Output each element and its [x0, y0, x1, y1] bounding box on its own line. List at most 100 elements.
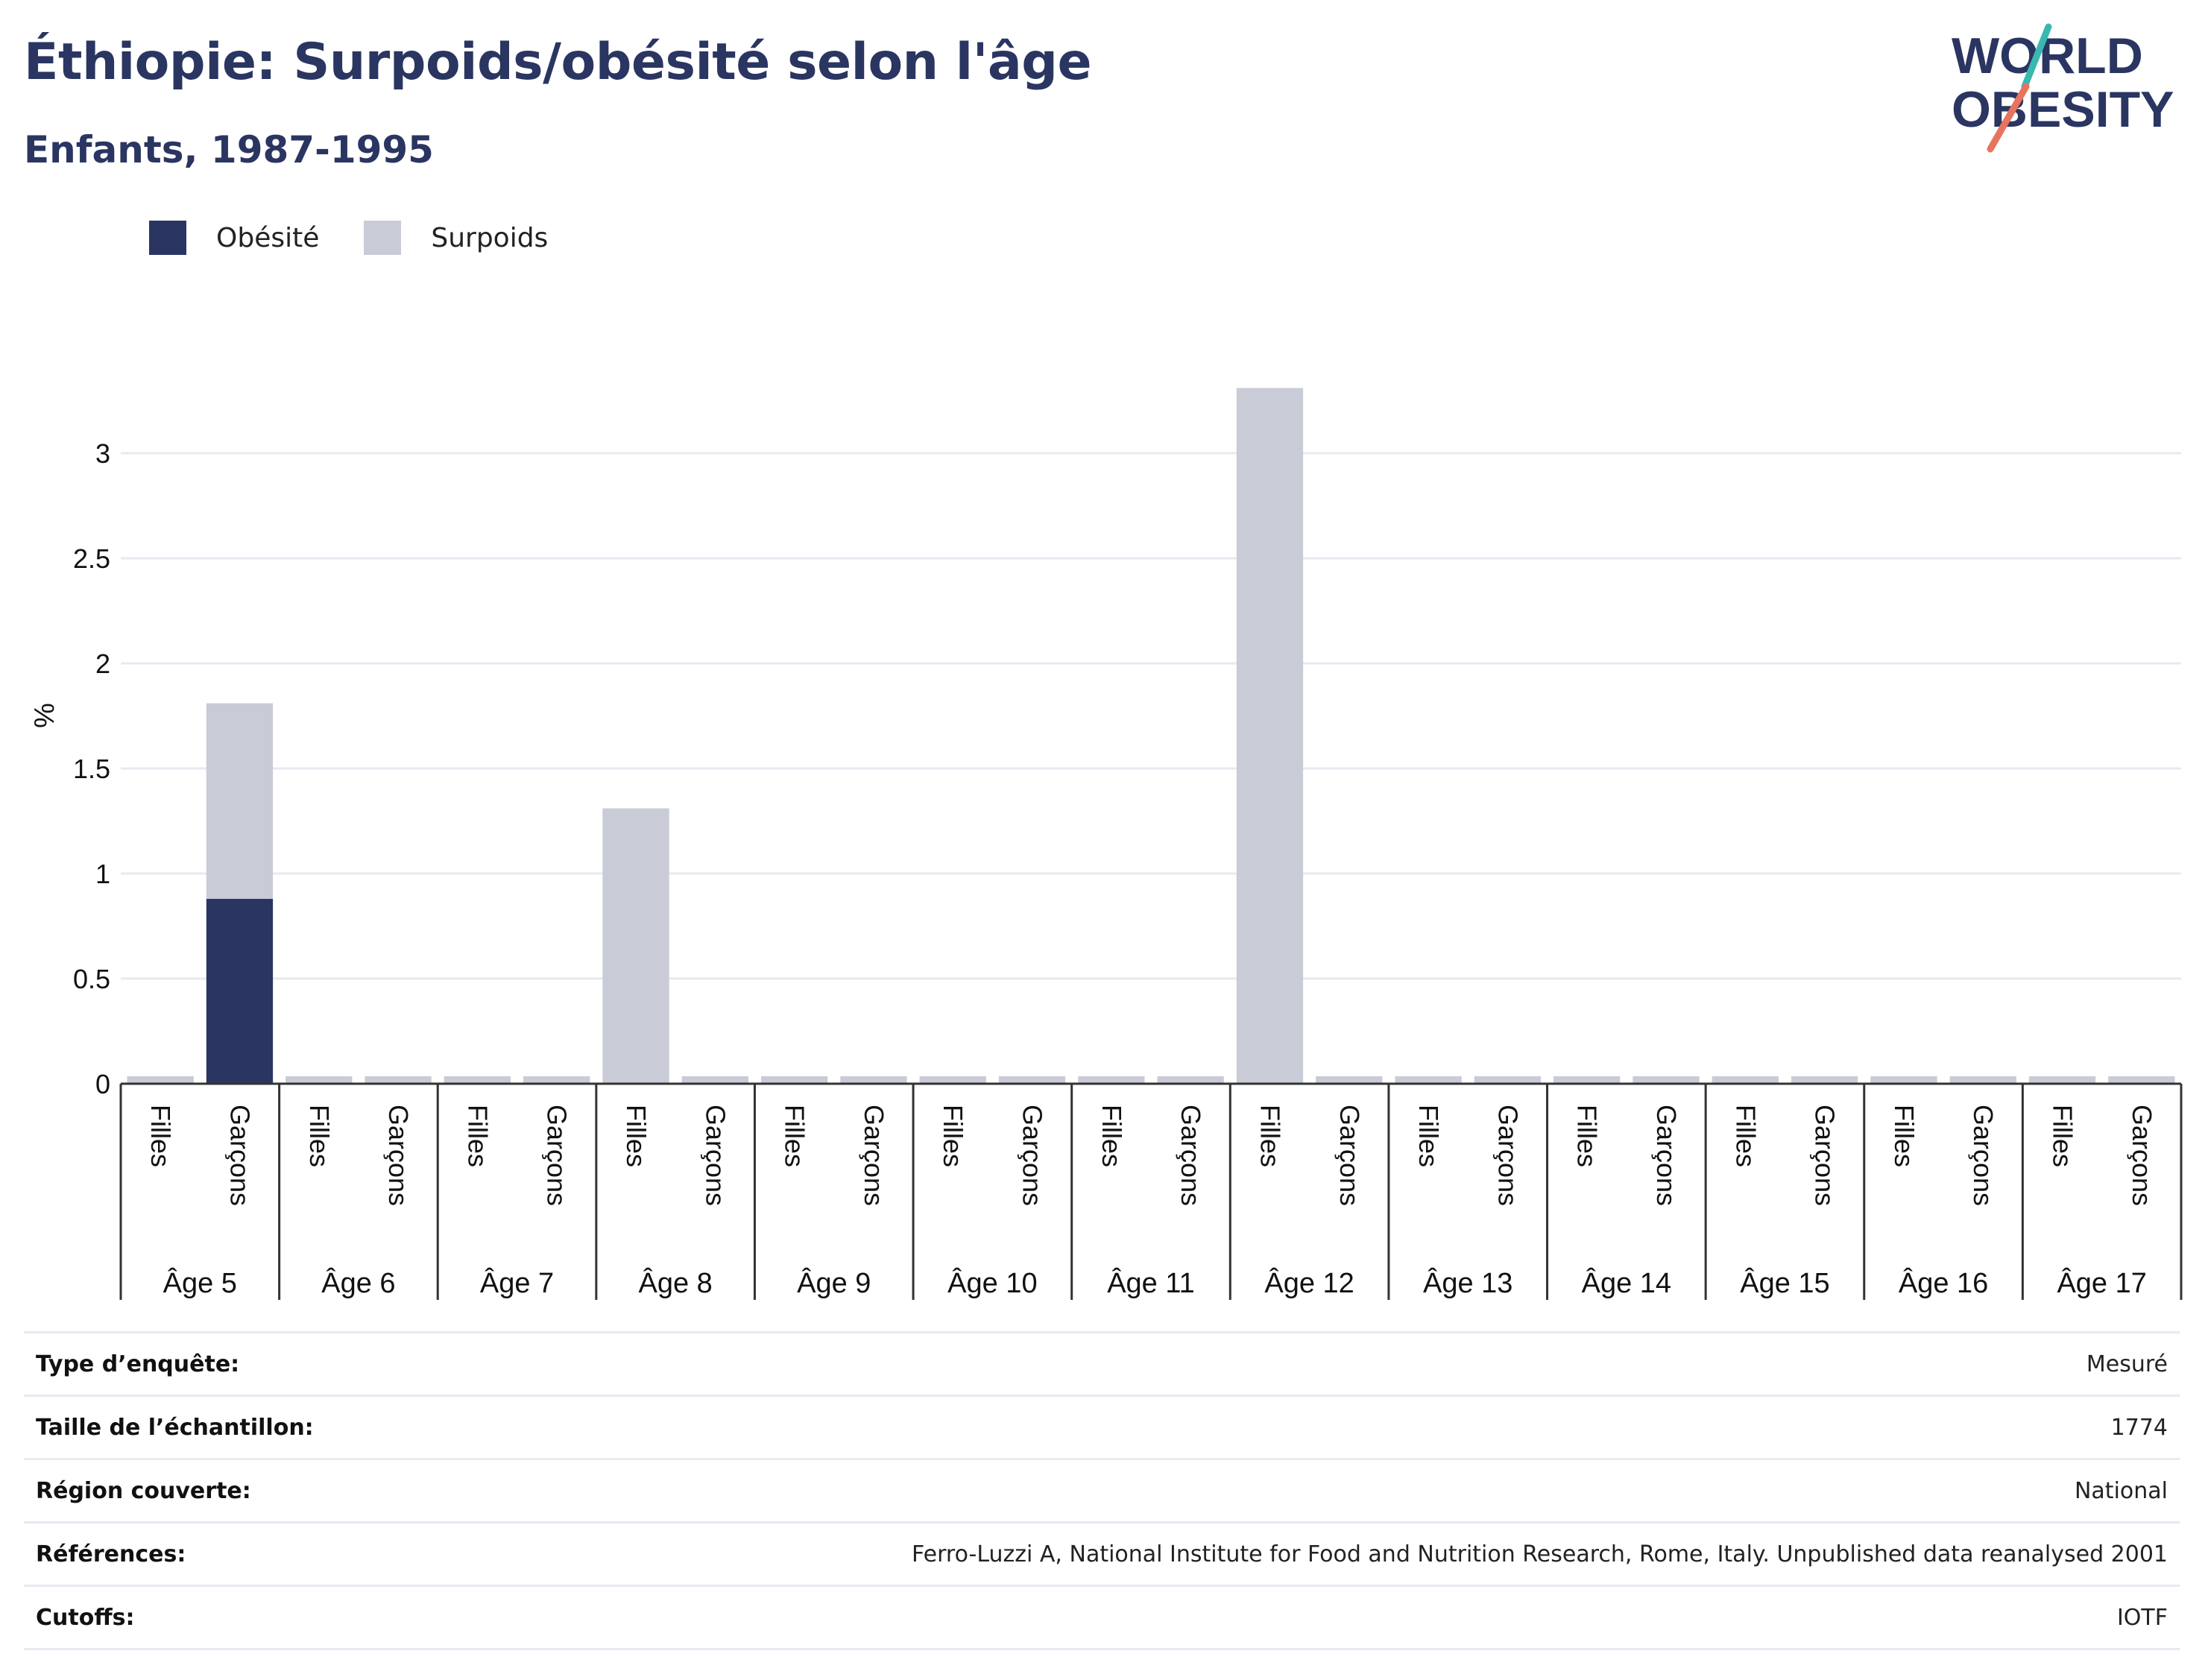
info-label: Taille de l’échantillon:: [36, 1414, 314, 1441]
x-subcategory-label: Filles: [2048, 1105, 2078, 1167]
survey-info-table: Type d’enquête: Mesuré Taille de l’échanti…: [24, 1331, 2180, 1650]
x-subcategory-label: Garçons: [1492, 1105, 1523, 1206]
bar-zero-stub[interactable]: [1870, 1076, 1937, 1084]
bar-zero-stub[interactable]: [523, 1076, 590, 1084]
x-group-label: Âge 6: [321, 1267, 395, 1299]
bar-zero-stub[interactable]: [2028, 1076, 2096, 1084]
x-subcategory-label: Filles: [1097, 1105, 1127, 1167]
bar-zero-stub[interactable]: [127, 1076, 194, 1084]
x-subcategory-label: Garçons: [1968, 1105, 1999, 1206]
y-tick-label: 2: [95, 648, 110, 679]
bar-surpoids[interactable]: [1236, 388, 1304, 1084]
bar-obesite[interactable]: [206, 898, 274, 1084]
y-tick-label: 0.5: [73, 964, 110, 994]
axes: 0 0.5 1 1.5 2 2.5 3 Filles Garçons Âge 5 Filles Gar…: [73, 438, 2183, 1300]
x-group-label: Âge 15: [1740, 1267, 1829, 1299]
info-row: Cutoffs: IOTF: [24, 1585, 2180, 1650]
bar-zero-stub[interactable]: [365, 1076, 432, 1084]
chart-legend: Obésité Surpoids: [149, 221, 593, 255]
x-group-label: Âge 10: [947, 1267, 1037, 1299]
bar-zero-stub[interactable]: [681, 1076, 748, 1084]
info-label: Type d’enquête:: [36, 1351, 240, 1377]
y-tick-label: 2.5: [73, 543, 110, 574]
x-group-label: Âge 17: [2057, 1267, 2146, 1299]
bar-zero-stub[interactable]: [1949, 1076, 2016, 1084]
bar-zero-stub[interactable]: [1157, 1076, 1224, 1084]
x-subcategory-label: Filles: [462, 1105, 493, 1167]
grid-lines: [121, 452, 2181, 980]
info-row: Taille de l’échantillon: 1774: [24, 1395, 2180, 1458]
x-subcategory-label: Garçons: [700, 1105, 731, 1206]
bar-surpoids[interactable]: [602, 808, 669, 1084]
info-value: IOTF: [2116, 1604, 2168, 1631]
bar-zero-stub[interactable]: [840, 1076, 907, 1084]
x-subcategory-label: Filles: [938, 1105, 968, 1167]
info-label: Région couverte:: [36, 1477, 251, 1504]
x-subcategory-label: Garçons: [542, 1105, 572, 1206]
x-subcategory-label: Garçons: [1334, 1105, 1365, 1206]
bar-zero-stub[interactable]: [760, 1076, 828, 1084]
bar-zero-stub[interactable]: [286, 1076, 353, 1084]
x-subcategory-label: Filles: [1255, 1105, 1285, 1167]
bar-zero-stub[interactable]: [1395, 1076, 1462, 1084]
legend-item-obesite[interactable]: Obésité: [149, 221, 319, 255]
info-value: 1774: [2110, 1414, 2168, 1441]
bar-zero-stub[interactable]: [1474, 1076, 1542, 1084]
x-group-label: Âge 16: [1899, 1267, 1988, 1299]
x-subcategory-label: Garçons: [383, 1105, 414, 1206]
x-subcategory-label: Filles: [1572, 1105, 1603, 1167]
x-subcategory-label: Garçons: [859, 1105, 889, 1206]
bar-zero-stub[interactable]: [1078, 1076, 1145, 1084]
chart-title: Éthiopie: Surpoids/obésité selon l'âge: [24, 33, 1092, 92]
info-label: Références:: [36, 1541, 186, 1567]
logo-slash-teal: [2021, 23, 2052, 90]
bar-zero-stub[interactable]: [1791, 1076, 1858, 1084]
x-group-label: Âge 13: [1423, 1267, 1512, 1299]
bars: [127, 388, 2175, 1084]
bar-zero-stub[interactable]: [1553, 1076, 1621, 1084]
y-axis-label: %: [29, 703, 60, 728]
x-subcategory-label: Garçons: [1651, 1105, 1682, 1206]
info-value: Ferro-Luzzi A, National Institute for Fo…: [912, 1541, 2168, 1567]
y-tick-label: 0: [95, 1069, 110, 1099]
x-subcategory-label: Garçons: [1810, 1105, 1840, 1206]
logo-word-obesity: OBESITY: [1952, 81, 2174, 138]
bar-zero-stub[interactable]: [1712, 1076, 1779, 1084]
y-tick-label: 3: [95, 438, 110, 469]
legend-label-surpoids: Surpoids: [431, 222, 549, 253]
info-label: Cutoffs:: [36, 1604, 135, 1631]
chart-subtitle: Enfants, 1987-1995: [24, 128, 434, 171]
legend-item-surpoids[interactable]: Surpoids: [364, 221, 548, 255]
info-row: Type d’enquête: Mesuré: [24, 1331, 2180, 1395]
x-group-label: Âge 5: [163, 1267, 237, 1299]
bar-zero-stub[interactable]: [998, 1076, 1066, 1084]
x-subcategory-label: Garçons: [2127, 1105, 2157, 1206]
logo-slash-coral: [1987, 83, 2030, 153]
x-group-label: Âge 12: [1264, 1267, 1354, 1299]
info-row: Références: Ferro-Luzzi A, National Insti…: [24, 1521, 2180, 1585]
x-subcategory-label: Filles: [1889, 1105, 1919, 1167]
x-group-label: Âge 9: [797, 1267, 871, 1299]
x-group-label: Âge 11: [1107, 1267, 1195, 1299]
bar-zero-stub[interactable]: [444, 1076, 511, 1084]
legend-swatch-surpoids: [364, 221, 402, 255]
legend-label-obesite: Obésité: [216, 222, 320, 253]
bar-surpoids[interactable]: [206, 703, 274, 899]
x-subcategory-label: Garçons: [1176, 1105, 1206, 1206]
y-tick-label: 1: [95, 859, 110, 889]
y-tick-label: 1.5: [73, 754, 110, 784]
bar-zero-stub[interactable]: [1633, 1076, 1700, 1084]
x-subcategory-label: Filles: [304, 1105, 335, 1167]
info-value: Mesuré: [2086, 1351, 2168, 1377]
world-obesity-logo: WORLD OBESITY: [1952, 23, 2174, 153]
legend-swatch-obesite: [149, 221, 186, 255]
info-value: National: [2074, 1477, 2168, 1504]
x-subcategory-label: Garçons: [1018, 1105, 1048, 1206]
x-subcategory-label: Garçons: [224, 1105, 255, 1206]
bar-zero-stub[interactable]: [2108, 1076, 2175, 1084]
bar-zero-stub[interactable]: [1316, 1076, 1383, 1084]
bar-zero-stub[interactable]: [919, 1076, 986, 1084]
x-subcategory-label: Filles: [145, 1105, 176, 1167]
x-group-label: Âge 14: [1582, 1267, 1671, 1299]
x-subcategory-label: Filles: [1730, 1105, 1761, 1167]
